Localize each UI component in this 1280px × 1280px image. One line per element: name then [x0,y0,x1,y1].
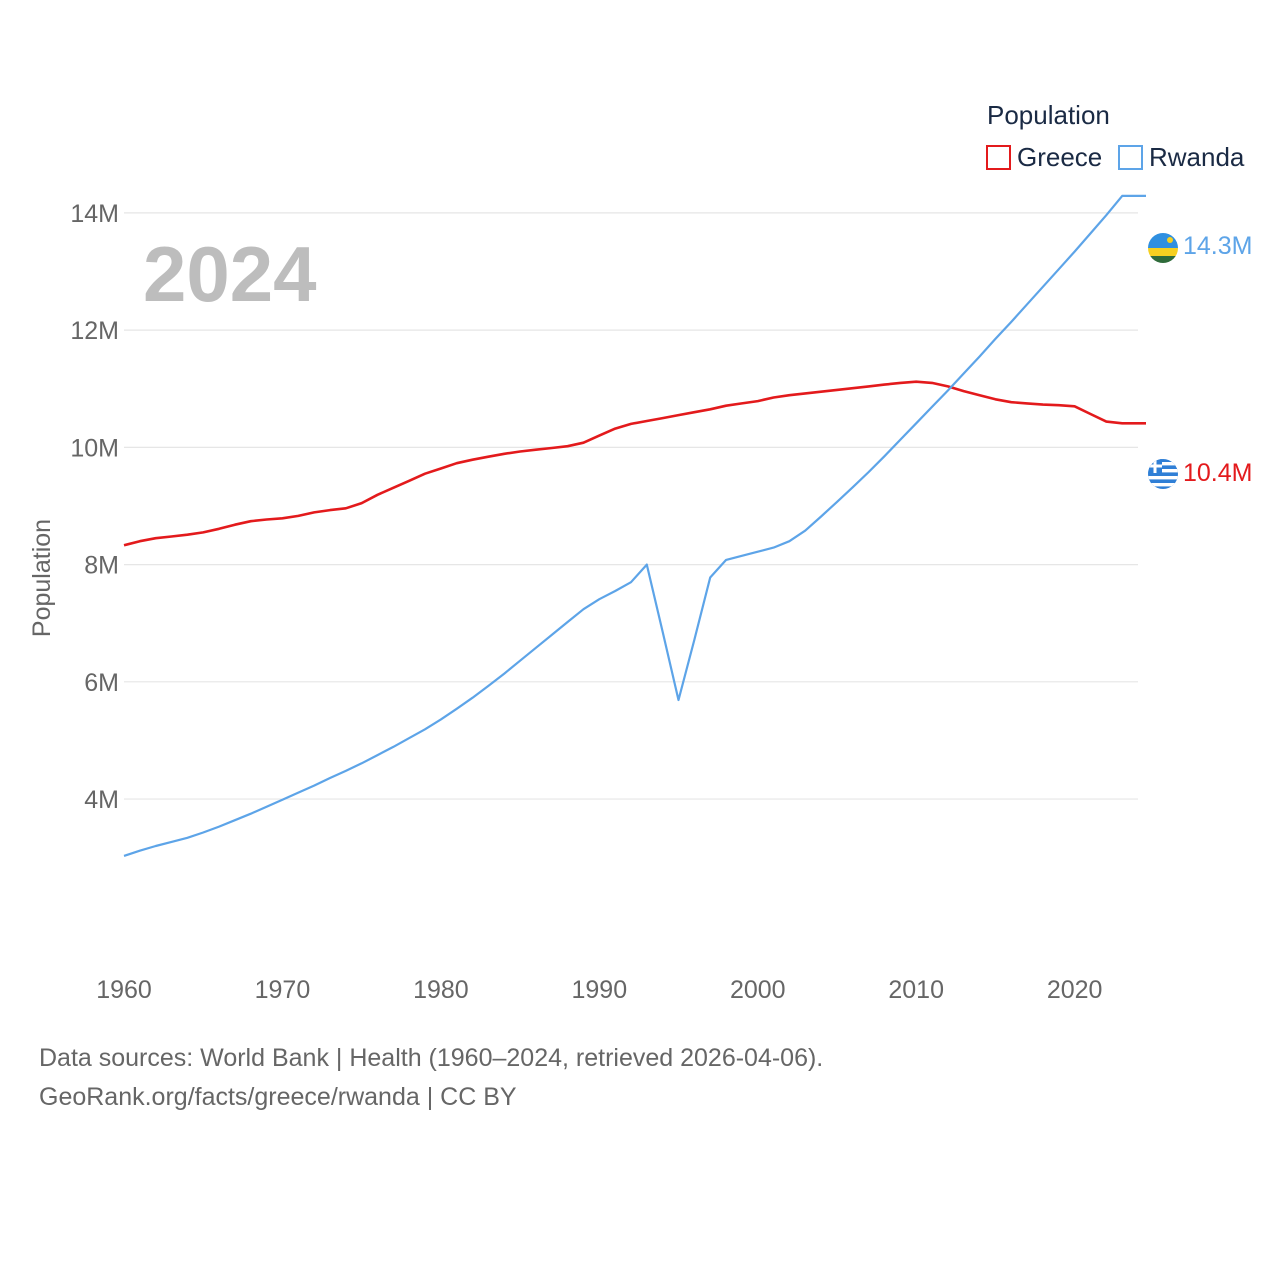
year-label: 2024 [143,230,317,318]
x-tick-label: 1970 [255,976,311,1004]
x-tick-label: 2020 [1047,976,1103,1004]
rwanda-flag-icon [1148,233,1178,263]
x-tick-label: 2000 [730,976,786,1004]
x-tick-label: 1980 [413,976,469,1004]
x-tick-label: 1960 [96,976,152,1004]
series-lines [123,194,1146,857]
series-line-greece[interactable] [123,380,1146,547]
gridlines [124,212,1138,800]
x-tick-label: 2010 [888,976,944,1004]
y-tick-label: 4M [84,786,119,814]
legend-label-greece[interactable]: Greece [1017,142,1102,172]
legend-title: Population [987,100,1110,130]
y-axis-label: Population [28,519,56,637]
legend: Population Greece Rwanda [986,100,1245,172]
y-tick-label: 10M [70,434,119,462]
series-line-rwanda[interactable] [123,194,1146,857]
x-tick-label: 1990 [572,976,628,1004]
legend-label-rwanda[interactable]: Rwanda [1149,142,1245,172]
y-axis-ticks: 4M 6M 8M 10M 12M 14M [70,200,119,814]
y-tick-label: 14M [70,200,119,228]
greece-flag-icon [1148,459,1178,489]
legend-swatch-rwanda[interactable] [1118,145,1143,170]
x-axis-ticks: 1960 1970 1980 1990 2000 2010 2020 [96,976,1102,1004]
y-tick-label: 12M [70,317,119,345]
y-tick-label: 8M [84,552,119,580]
footer-sources: Data sources: World Bank | Health (1960–… [39,1044,824,1072]
legend-swatch-greece[interactable] [986,145,1011,170]
footer-link[interactable]: GeoRank.org/facts/greece/rwanda | CC BY [39,1083,517,1111]
greece-end-label: 10.4M [1183,459,1252,487]
y-tick-label: 6M [84,669,119,697]
rwanda-end-label: 14.3M [1183,232,1252,260]
